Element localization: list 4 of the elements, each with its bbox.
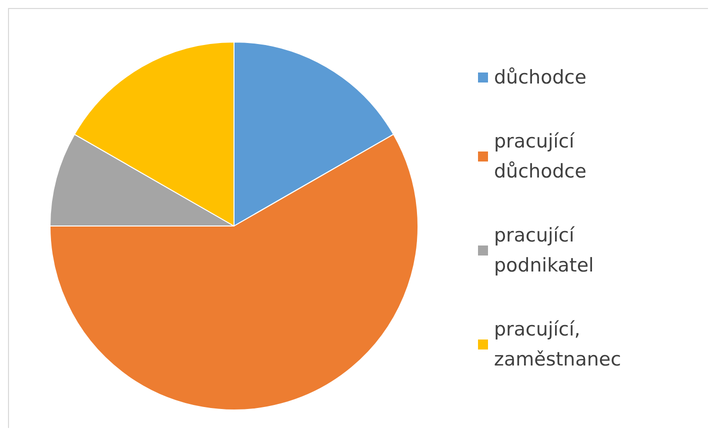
legend-label: důchodce — [494, 66, 586, 88]
legend-label: pracující důchodce — [494, 130, 586, 182]
legend-label: pracující podnikatel — [494, 224, 594, 276]
legend-label: pracující, zaměstnanec — [494, 318, 622, 370]
